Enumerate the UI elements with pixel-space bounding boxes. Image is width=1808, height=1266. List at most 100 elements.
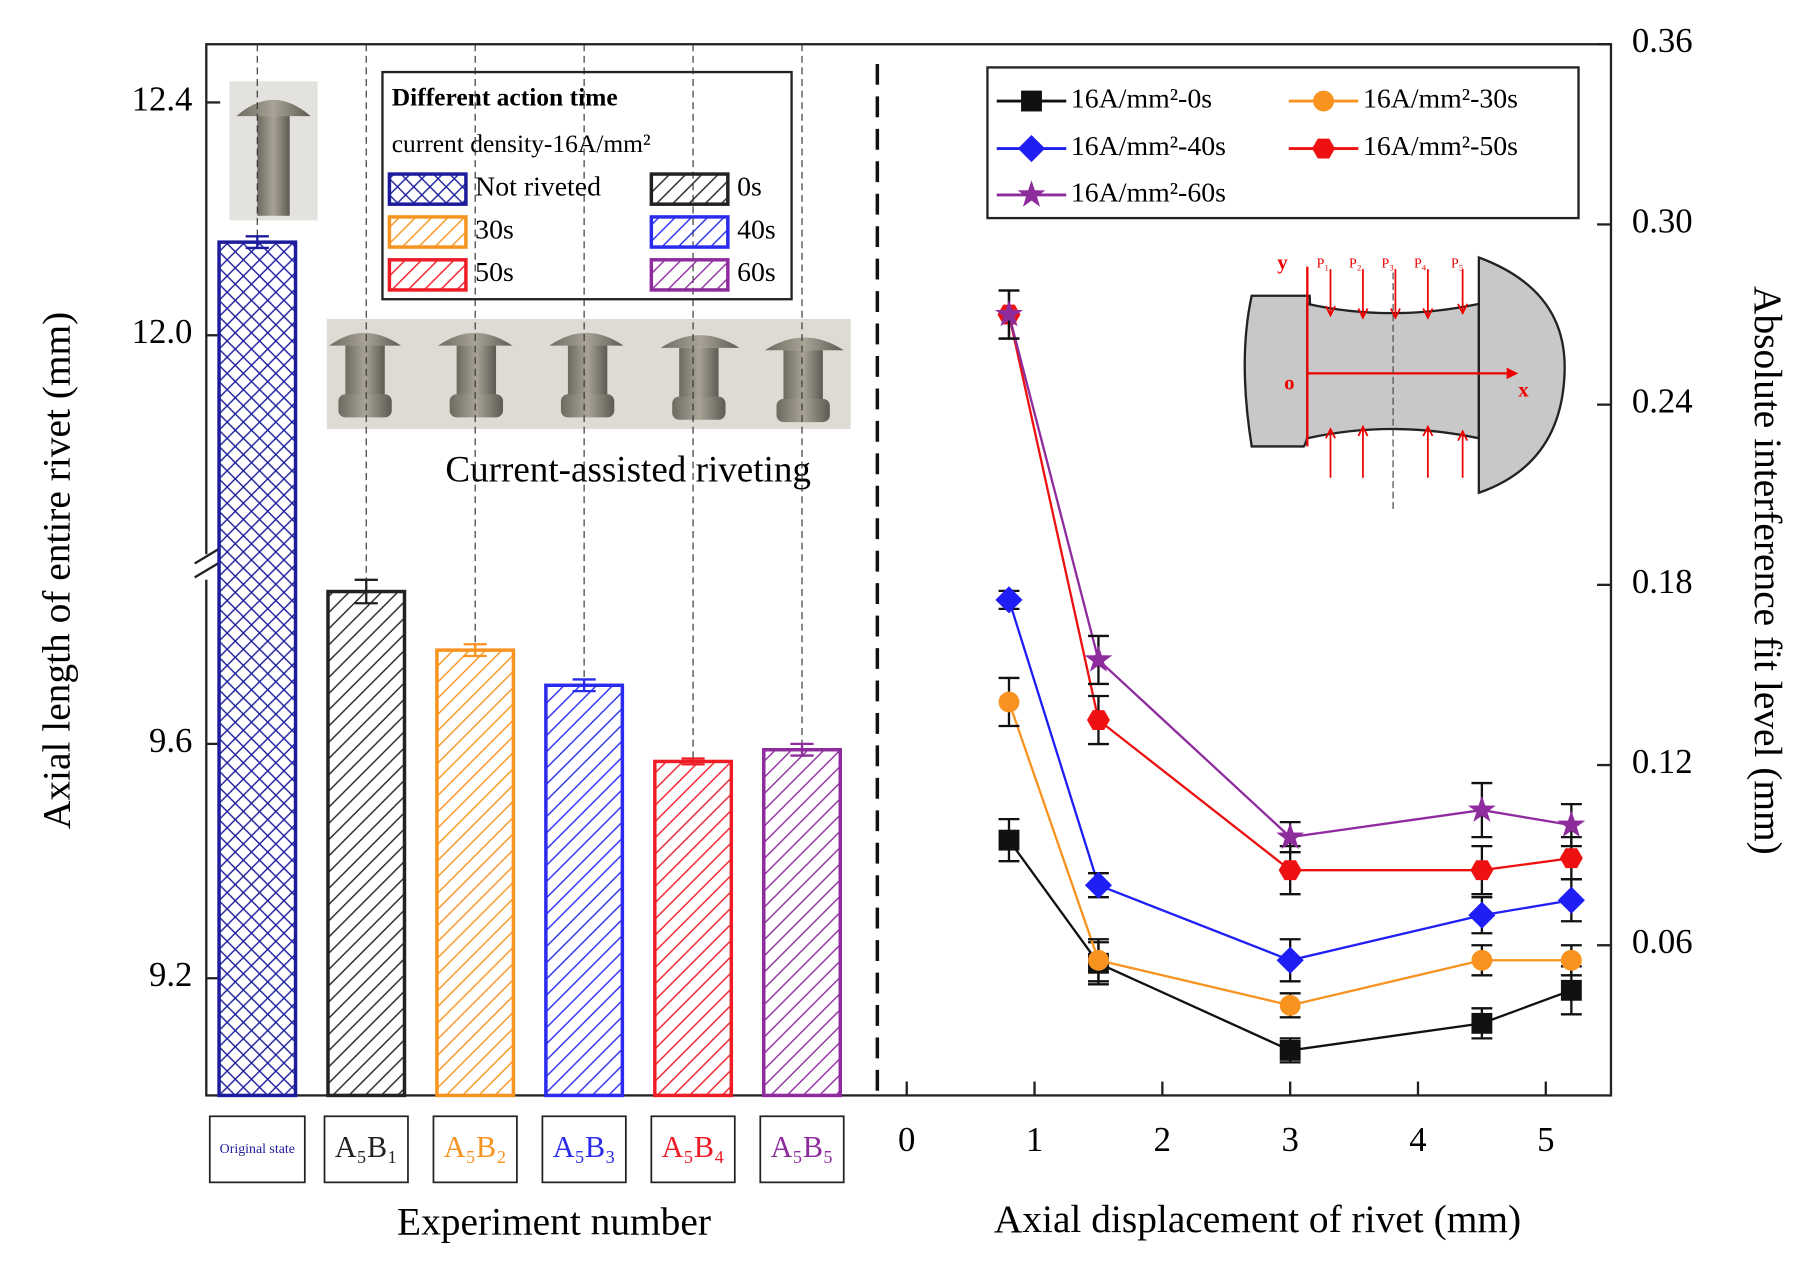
category-box [432,1115,518,1184]
legend-label: 16A/mm²-0s [1071,83,1212,114]
category-box [541,1115,627,1184]
legend-label: 30s [475,214,514,245]
x-tick-label: 0 [898,1120,915,1159]
legend-label: 40s [737,214,776,245]
legend-title: Different action time [392,83,618,112]
marker [1279,1039,1301,1061]
marker [1471,1012,1493,1034]
marker [1276,946,1304,974]
legend-label: 60s [737,257,776,288]
legend-label: 16A/mm²-40s [1071,131,1226,162]
legend-swatch [649,215,730,249]
category-box [759,1115,845,1184]
marker [1557,810,1586,837]
legend-label: 16A/mm²-60s [1071,177,1226,208]
bar [762,747,842,1098]
x-tick-label: A₅B₅ [771,1130,834,1164]
rivet-diagram [1243,255,1566,511]
legend-label: 16A/mm²-50s [1363,131,1518,162]
legend-swatch [649,258,730,292]
diagram-label: P₂ [1349,257,1362,272]
marker [1084,645,1113,672]
y2-axis-label: Absolute interference fit level (mm) [1746,286,1790,855]
x-tick-label: 2 [1154,1120,1171,1159]
legend-label: 50s [475,257,514,288]
x-tick-label: 1 [1026,1120,1043,1159]
y2-tick-label: 0.18 [1632,562,1693,601]
marker [1467,795,1496,822]
y-tick-label: 9.6 [149,721,192,760]
legend-swatch [387,215,468,249]
legend-swatch [387,172,468,206]
error-bar [790,742,814,757]
marker [1471,949,1493,971]
axis-break [194,548,219,579]
error-bar [245,235,269,250]
legend-label: 16A/mm²-30s [1363,83,1518,114]
error-bar [463,643,487,658]
diagram-label: o [1284,371,1294,395]
marker [998,691,1020,713]
marker [1560,949,1582,971]
x-axis-label: Experiment number [397,1199,711,1243]
bar [326,589,407,1098]
legend-swatch [649,172,730,206]
error-bar [572,678,596,693]
diagram-label: y [1277,250,1288,274]
series-line [1007,599,1572,962]
y-tick-label: 12.0 [132,312,193,351]
y-axis-label: Axial length of entire rivet (mm) [34,312,78,829]
diagram-label: P₁ [1317,257,1330,272]
annotation: Current-assisted riveting [445,450,811,491]
x-tick-label: 3 [1281,1120,1298,1159]
x-axis-label: Axial displacement of rivet (mm) [994,1197,1521,1241]
category-box [323,1115,409,1184]
diagram-label: P₃ [1381,257,1394,272]
photo-riveted [326,318,851,430]
marker [1312,138,1336,159]
legend-label: 0s [737,171,762,202]
marker [995,299,1023,327]
category-box [650,1115,736,1184]
marker [1560,979,1582,1001]
y-tick-label: 9.2 [149,955,192,994]
category-box [208,1115,306,1184]
x-tick-label: A₅B₄ [662,1130,725,1164]
marker [995,586,1023,614]
legend-subtitle: current density-16A/mm² [392,129,651,158]
legend-swatch [387,258,468,292]
bar [217,240,298,1098]
marker [1276,822,1305,849]
x-tick-label: A₅B₃ [553,1130,616,1164]
x-tick-label: 4 [1409,1120,1426,1159]
bar [435,648,516,1098]
marker [1279,994,1301,1016]
marker [1088,949,1109,971]
y-tick-label: 12.4 [132,79,193,118]
marker [1021,90,1042,112]
bar [544,683,625,1098]
x-tick-label: Original state [220,1142,295,1157]
y2-tick-label: 0.12 [1632,742,1693,781]
marker [998,829,1020,851]
x-tick-label: A₅B₂ [444,1130,507,1164]
line-legend-box [986,66,1580,220]
diagram-label: P₅ [1451,257,1464,272]
bar [653,759,734,1098]
error-bar [681,757,705,766]
y2-tick-label: 0.24 [1632,382,1693,421]
error-bar [354,578,378,605]
diagram-label: P₄ [1414,257,1427,272]
y2-tick-label: 0.36 [1632,21,1693,60]
y2-tick-label: 0.06 [1632,922,1693,961]
marker [1017,180,1046,207]
x-tick-label: 5 [1537,1120,1554,1159]
marker [1086,710,1110,730]
marker [1313,90,1334,112]
marker [1278,860,1302,881]
marker [1084,871,1113,899]
marker [1559,848,1583,869]
legend-label: Not riveted [475,171,601,202]
